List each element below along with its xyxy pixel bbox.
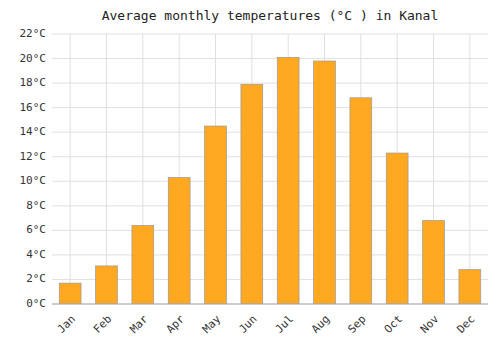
y-tick-label: 14°C <box>20 125 47 138</box>
y-tick-label: 4°C <box>26 248 46 261</box>
y-tick-label: 2°C <box>26 272 46 285</box>
x-axis: Jan Feb Mar Apr May Jun Jul Aug Sep Oct Nov Dec <box>52 304 488 336</box>
y-axis: 0°C 2°C 4°C 6°C 8°C 10°C 12°C 14°C 16°C 18°C 20°C 2… <box>20 27 47 310</box>
x-grid-line <box>469 34 470 304</box>
bar <box>205 126 227 304</box>
y-grid-line <box>52 304 488 305</box>
bar <box>277 57 299 304</box>
y-grid-line <box>52 34 488 35</box>
y-grid-line <box>52 58 488 59</box>
chart-svg: 0°C 2°C 4°C 6°C 8°C 10°C 12°C 14°C 16°C 18°C 20°C 2… <box>0 0 500 350</box>
bars <box>59 57 480 304</box>
y-tick-label: 18°C <box>20 76 47 89</box>
y-grid-line <box>52 132 488 133</box>
y-tick-label: 6°C <box>26 223 46 236</box>
x-tick-label: Dec <box>454 313 477 336</box>
bar <box>386 153 408 304</box>
x-tick-label: Feb <box>91 313 114 336</box>
x-grid-line <box>70 34 71 304</box>
y-tick-label: 10°C <box>20 174 47 187</box>
x-tick-label: Nov <box>418 312 442 336</box>
y-grid-line <box>52 205 488 206</box>
grid <box>52 34 488 304</box>
bar <box>350 98 372 304</box>
y-tick-label: 16°C <box>20 101 47 114</box>
bar <box>314 61 336 304</box>
y-grid-line <box>52 156 488 157</box>
title: Average monthly temperatures (°C ) in Ka… <box>102 8 439 23</box>
x-tick-label: Jul <box>273 313 296 336</box>
x-tick-label: May <box>200 312 224 336</box>
y-tick-label: 8°C <box>26 199 46 212</box>
y-grid-line <box>52 181 488 182</box>
x-tick-label: Sep <box>345 313 368 336</box>
bar <box>459 270 481 304</box>
y-tick-label: 20°C <box>20 52 47 65</box>
y-tick-label: 22°C <box>20 27 47 40</box>
bar <box>59 283 81 304</box>
x-tick-label: Mar <box>127 312 151 336</box>
x-tick-label: Aug <box>309 313 332 336</box>
bar <box>241 84 263 304</box>
y-tick-label: 12°C <box>20 150 47 163</box>
x-tick-label: Jun <box>236 313 259 336</box>
chart-container: 0°C 2°C 4°C 6°C 8°C 10°C 12°C 14°C 16°C 18°C 20°C 2… <box>0 0 500 350</box>
bar <box>96 266 118 304</box>
y-tick-label: 0°C <box>26 297 46 310</box>
x-grid-line <box>106 34 107 304</box>
bar <box>423 221 445 304</box>
y-grid-line <box>52 107 488 108</box>
y-grid-line <box>52 83 488 84</box>
x-tick-label: Apr <box>164 312 188 336</box>
x-tick-label: Oct <box>382 313 405 336</box>
x-axis-line <box>52 304 488 305</box>
x-tick-label: Jan <box>55 313 78 336</box>
bar <box>168 178 190 304</box>
bar <box>132 225 154 304</box>
